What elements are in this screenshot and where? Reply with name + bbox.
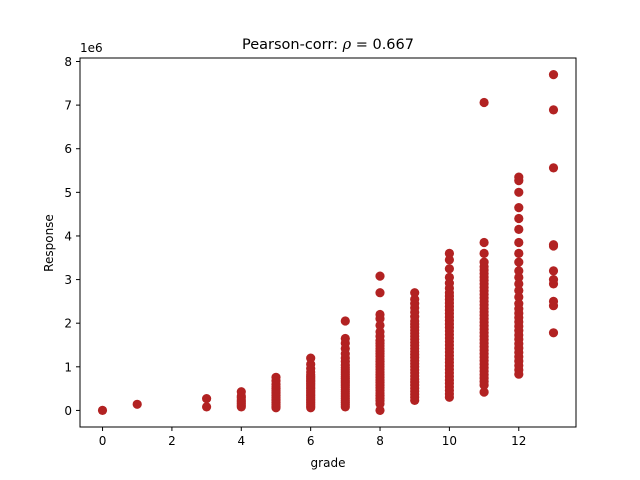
data-point xyxy=(444,264,454,274)
data-point xyxy=(444,255,454,265)
data-point xyxy=(444,248,454,258)
x-tick-label: 4 xyxy=(237,434,245,448)
data-point xyxy=(479,237,489,248)
data-point xyxy=(132,399,142,409)
data-point xyxy=(514,172,524,182)
data-point xyxy=(236,387,246,397)
data-point xyxy=(375,271,385,281)
data-point xyxy=(202,394,212,404)
y-tick-label: 7 xyxy=(64,99,72,113)
data-point xyxy=(479,257,489,267)
y-tick-label: 5 xyxy=(64,186,72,200)
title-suffix: = 0.667 xyxy=(351,37,414,53)
data-point xyxy=(375,320,385,330)
data-point xyxy=(202,402,212,412)
data-point xyxy=(306,353,316,363)
y-offset-label: 1e6 xyxy=(80,41,103,55)
chart-title: Pearson-corr: ρ = 0.667 xyxy=(242,37,414,53)
data-point xyxy=(340,333,350,344)
x-tick-label: 12 xyxy=(511,434,526,448)
title-rho: ρ xyxy=(342,37,352,53)
data-point xyxy=(548,328,559,338)
x-tick-label: 0 xyxy=(99,434,107,448)
data-point xyxy=(514,213,524,224)
y-tick-label: 3 xyxy=(64,273,72,287)
data-point xyxy=(514,299,524,309)
data-point xyxy=(548,70,559,80)
data-point xyxy=(375,405,385,415)
data-point xyxy=(548,105,559,115)
data-point xyxy=(548,266,559,276)
data-point xyxy=(340,316,350,326)
title-prefix: Pearson-corr: xyxy=(242,37,343,53)
y-tick-label: 2 xyxy=(64,317,72,331)
data-point xyxy=(271,372,281,382)
data-point xyxy=(514,285,524,296)
data-point xyxy=(479,97,489,108)
data-point xyxy=(548,296,559,306)
data-point xyxy=(514,257,524,267)
data-point xyxy=(514,272,524,282)
x-axis-label: grade xyxy=(311,456,346,470)
plot-area xyxy=(97,70,559,415)
data-point xyxy=(514,266,524,276)
data-point xyxy=(410,288,420,298)
y-axis: 0 1 2 3 4 5 6 7 8 xyxy=(64,55,80,418)
x-tick-label: 8 xyxy=(376,434,384,448)
data-point xyxy=(514,248,524,258)
data-point xyxy=(410,294,420,304)
x-tick-label: 2 xyxy=(168,434,176,448)
x-tick-label: 6 xyxy=(307,434,315,448)
y-tick-label: 1 xyxy=(64,360,72,374)
data-point xyxy=(514,279,524,289)
y-tick-label: 4 xyxy=(64,229,72,243)
data-point xyxy=(479,387,489,397)
y-tick-label: 6 xyxy=(64,142,72,156)
data-point xyxy=(514,237,524,248)
data-point xyxy=(479,248,489,258)
data-point xyxy=(514,224,524,234)
x-tick-label: 10 xyxy=(442,434,457,448)
axes-frame xyxy=(79,57,577,428)
x-axis: 0 2 4 6 8 10 12 xyxy=(99,427,526,448)
data-point xyxy=(548,240,559,250)
data-point xyxy=(548,275,559,285)
data-point xyxy=(375,288,385,298)
y-tick-label: 0 xyxy=(64,404,72,418)
data-point xyxy=(514,203,524,213)
data-point xyxy=(444,272,454,282)
data-point xyxy=(514,187,524,197)
y-tick-label: 8 xyxy=(64,55,72,69)
data-point xyxy=(375,327,385,337)
data-point xyxy=(97,405,108,415)
y-axis-label: Response xyxy=(42,214,56,272)
data-point xyxy=(375,309,385,320)
data-point xyxy=(514,292,524,302)
data-point xyxy=(548,163,559,173)
